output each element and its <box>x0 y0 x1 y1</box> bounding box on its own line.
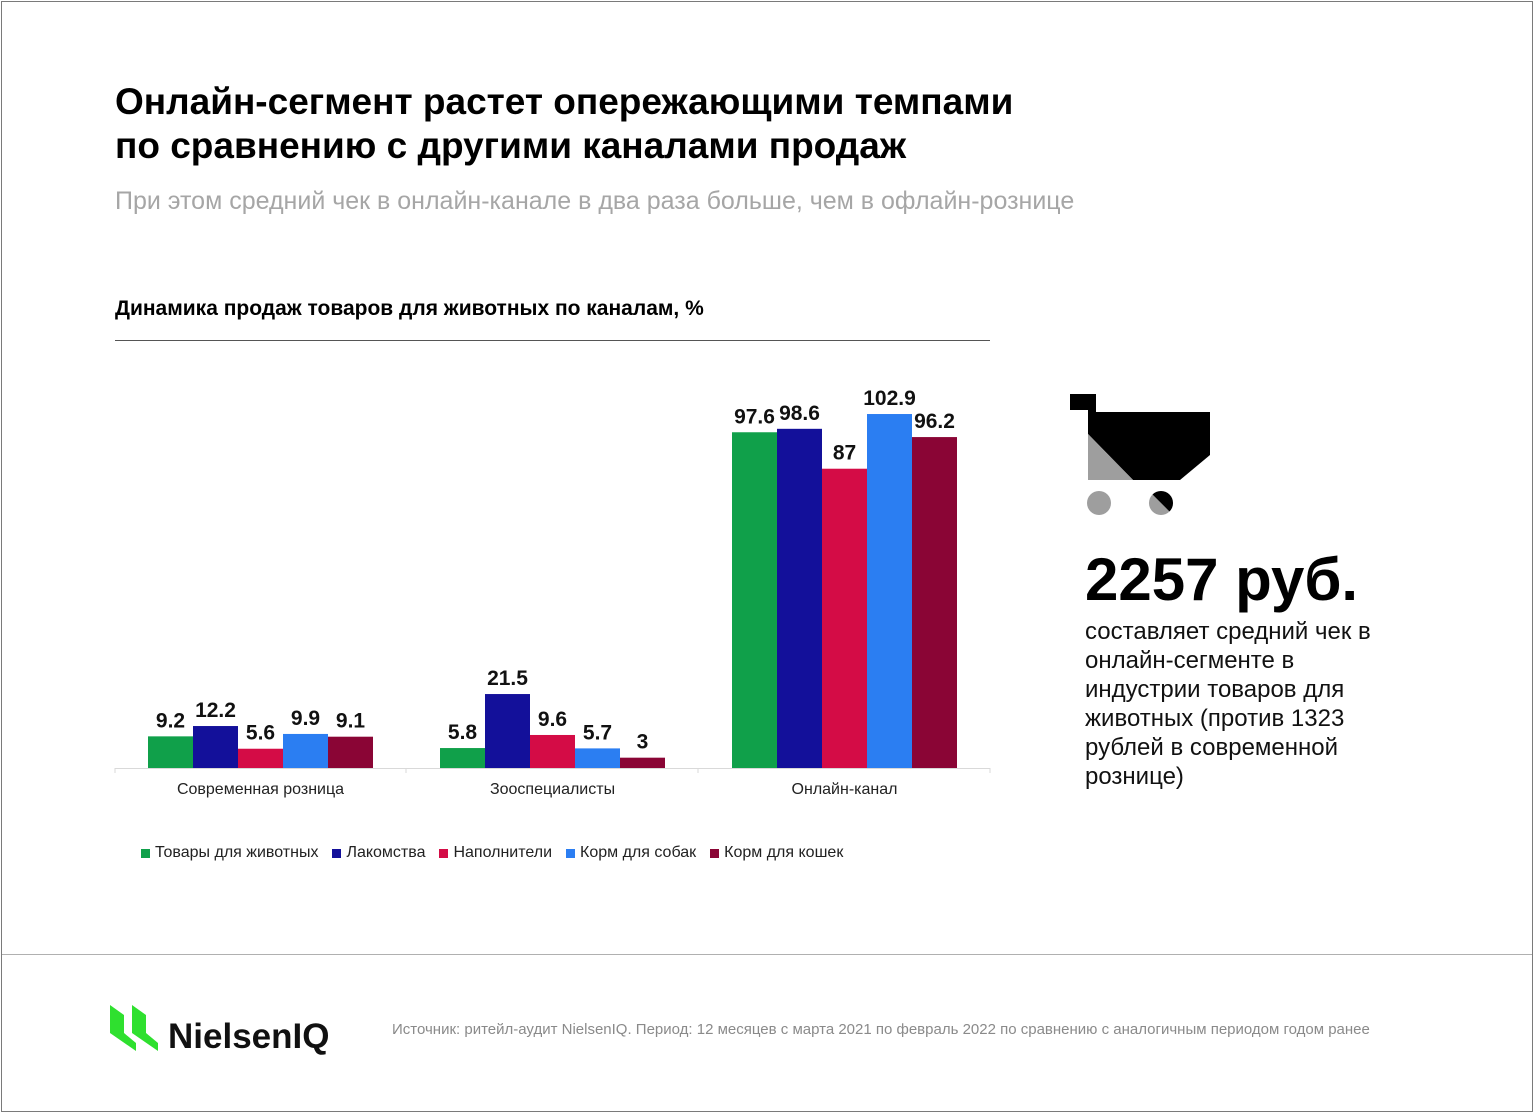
legend-label-4: Корм для кошек <box>724 844 844 861</box>
nielseniq-logo-text: NielsenIQ <box>168 1017 330 1056</box>
data-label-1-4: 3 <box>637 731 649 754</box>
page-title: Онлайн-сегмент растет опережающими темпа… <box>115 80 1265 168</box>
bar-1-4 <box>620 757 665 768</box>
page-subtitle: При этом средний чек в онлайн-канале в д… <box>115 187 1075 215</box>
bar-0-2 <box>238 748 283 768</box>
legend-item-1: Лакомства <box>332 844 425 862</box>
data-label-2-1: 98.6 <box>779 402 820 425</box>
bar-1-0 <box>440 748 485 768</box>
bar-1-2 <box>530 734 575 768</box>
data-label-0-2: 5.6 <box>246 722 275 745</box>
bar-2-0 <box>732 432 777 768</box>
data-label-0-4: 9.1 <box>336 710 366 733</box>
legend-label-1: Лакомства <box>346 844 426 861</box>
bar-0-3 <box>283 733 328 768</box>
data-label-1-2: 9.6 <box>538 708 567 731</box>
source-note: Источник: ритейл-аудит NielsenIQ. Период… <box>392 1021 1370 1038</box>
data-label-1-3: 5.7 <box>583 721 612 744</box>
data-label-0-3: 9.9 <box>291 707 320 730</box>
cart-basket-black <box>1070 394 1210 480</box>
bar-2-1 <box>777 428 822 768</box>
legend-swatch-0 <box>141 848 150 858</box>
data-label-1-0: 5.8 <box>448 721 478 744</box>
bar-2-2 <box>822 468 867 768</box>
data-label-2-2: 87 <box>833 442 856 465</box>
nielseniq-logo-icon <box>110 1005 158 1051</box>
footer-divider <box>2 954 1532 955</box>
legend-item-0: Товары для животных <box>141 844 318 862</box>
chart-legend: Товары для животных Лакомства Наполнители К… <box>141 844 857 862</box>
legend-swatch-4 <box>710 848 720 858</box>
legend-item-3: Корм для собак <box>566 844 696 862</box>
legend-label-3: Корм для собак <box>580 844 697 861</box>
shopping-cart-icon <box>1070 394 1210 516</box>
bar-1-1 <box>485 694 530 768</box>
legend-swatch-3 <box>566 848 576 858</box>
category-label-2: Онлайн-канал <box>792 781 898 798</box>
average-check-value: 2257 руб. <box>1085 546 1359 613</box>
category-label-0: Современная розница <box>177 781 344 798</box>
cart-wheel-right-black <box>1152 490 1174 512</box>
category-label-1: Зооспециалисты <box>490 781 615 798</box>
bar-0-1 <box>193 726 238 768</box>
legend-label-2: Наполнители <box>453 844 553 861</box>
chart-heading-rule <box>115 340 990 341</box>
title-line-1: Онлайн-сегмент растет опережающими темпа… <box>115 81 1014 122</box>
data-label-2-3: 102.9 <box>863 387 916 410</box>
data-label-0-1: 12.2 <box>195 699 236 722</box>
legend-swatch-1 <box>332 848 342 858</box>
cart-wheel-left <box>1087 491 1111 515</box>
cart-basket-gray <box>1088 434 1133 480</box>
data-label-1-1: 21.5 <box>487 667 528 690</box>
data-label-2-4: 96.2 <box>914 410 955 433</box>
bar-1-3 <box>575 748 620 768</box>
bar-2-4 <box>912 437 957 768</box>
cart-wheel-right-gray <box>1148 494 1170 516</box>
bar-0-0 <box>148 736 193 768</box>
legend-item-4: Корм для кошек <box>710 844 843 862</box>
nielseniq-logo: NielsenIQ <box>110 1003 330 1056</box>
chart-heading: Динамика продаж товаров для животных по … <box>115 297 704 320</box>
data-label-0-0: 9.2 <box>156 709 185 732</box>
legend-swatch-2 <box>439 848 449 858</box>
legend-item-2: Наполнители <box>439 844 552 862</box>
bar-0-4 <box>328 736 373 768</box>
data-label-2-0: 97.6 <box>734 405 775 428</box>
average-check-description: составляет средний чек в онлайн-сегменте… <box>1085 618 1371 790</box>
legend-label-0: Товары для животных <box>155 844 319 861</box>
bar-chart: 9.2 12.2 5.6 9.9 9.1 Современная розница 5.8 21… <box>114 387 991 798</box>
title-line-2: по сравнению с другими каналами продаж <box>115 125 907 166</box>
bar-2-3 <box>867 414 912 768</box>
